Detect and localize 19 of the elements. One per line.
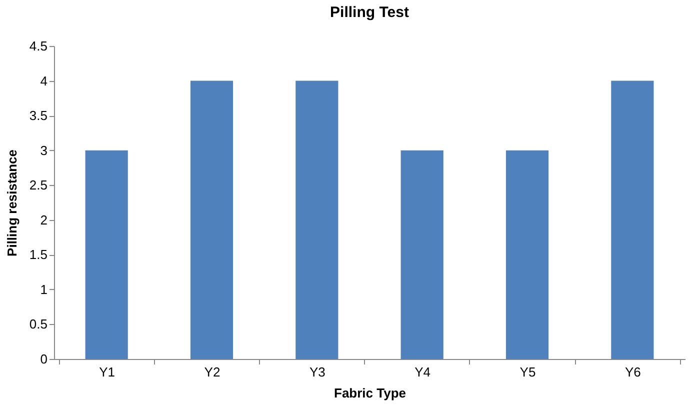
y-tick-label: 1 bbox=[40, 282, 48, 297]
x-tick-label: Y5 bbox=[520, 364, 536, 380]
y-tick-label: 2.5 bbox=[29, 178, 48, 193]
x-tick-label: Y4 bbox=[414, 364, 431, 380]
y-tick-label: 4.5 bbox=[29, 38, 48, 54]
y-tick-label: 0 bbox=[40, 352, 48, 366]
y-tick-label: 3 bbox=[40, 142, 48, 158]
y-tick-label: 0.5 bbox=[29, 316, 48, 332]
chart-title: Pilling Test bbox=[330, 4, 409, 21]
x-axis-title: Fabric Type bbox=[334, 386, 406, 400]
x-tick-label: Y6 bbox=[624, 364, 641, 380]
x-tick-label: Y3 bbox=[309, 364, 326, 380]
x-tick-label: Y1 bbox=[99, 364, 116, 380]
y-tick-label: 4 bbox=[40, 73, 48, 88]
y-tick-label: 3.5 bbox=[29, 108, 48, 124]
y-axis-title: Pilling resistance bbox=[4, 150, 20, 256]
y-tick-label: 1.5 bbox=[29, 247, 48, 262]
y-tick-label: 2 bbox=[40, 212, 48, 228]
x-tick-label: Y2 bbox=[204, 364, 220, 380]
